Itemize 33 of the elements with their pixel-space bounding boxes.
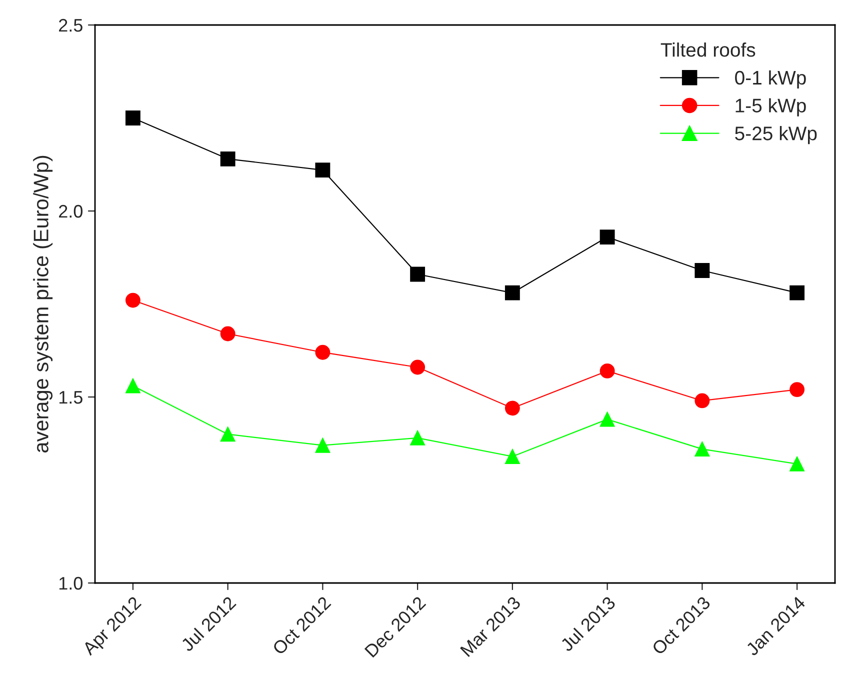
point [125,378,140,394]
point [600,230,615,245]
point [504,285,520,300]
legend-label: 5-25 kWp [735,126,817,144]
point [504,449,520,464]
point [600,363,615,378]
legend-label: 1-5 kWp [736,98,806,116]
point [410,266,426,282]
point [125,292,140,308]
y-tick-label: 2.0 [59,204,82,218]
y-tick-label: 1.5 [59,391,82,404]
y-tick-label: 2.5 [59,18,82,32]
point [790,382,805,398]
point [694,263,710,278]
point [125,110,140,126]
point [315,162,330,178]
legend-label: 0-1 kWp [735,70,806,88]
point [600,412,615,427]
legend-title: Tilted roofs [660,42,756,57]
point [220,326,236,342]
point [315,438,330,453]
point [694,393,710,408]
point [504,400,520,416]
y-tick-label: 1.0 [59,576,82,590]
point [220,151,236,166]
point [410,360,426,375]
y-axis-title: average system price (Euro/Wp) [33,156,53,452]
point [790,456,805,472]
point [410,430,426,446]
point [790,285,805,300]
point [315,344,330,360]
point [220,426,236,442]
point [694,442,710,457]
